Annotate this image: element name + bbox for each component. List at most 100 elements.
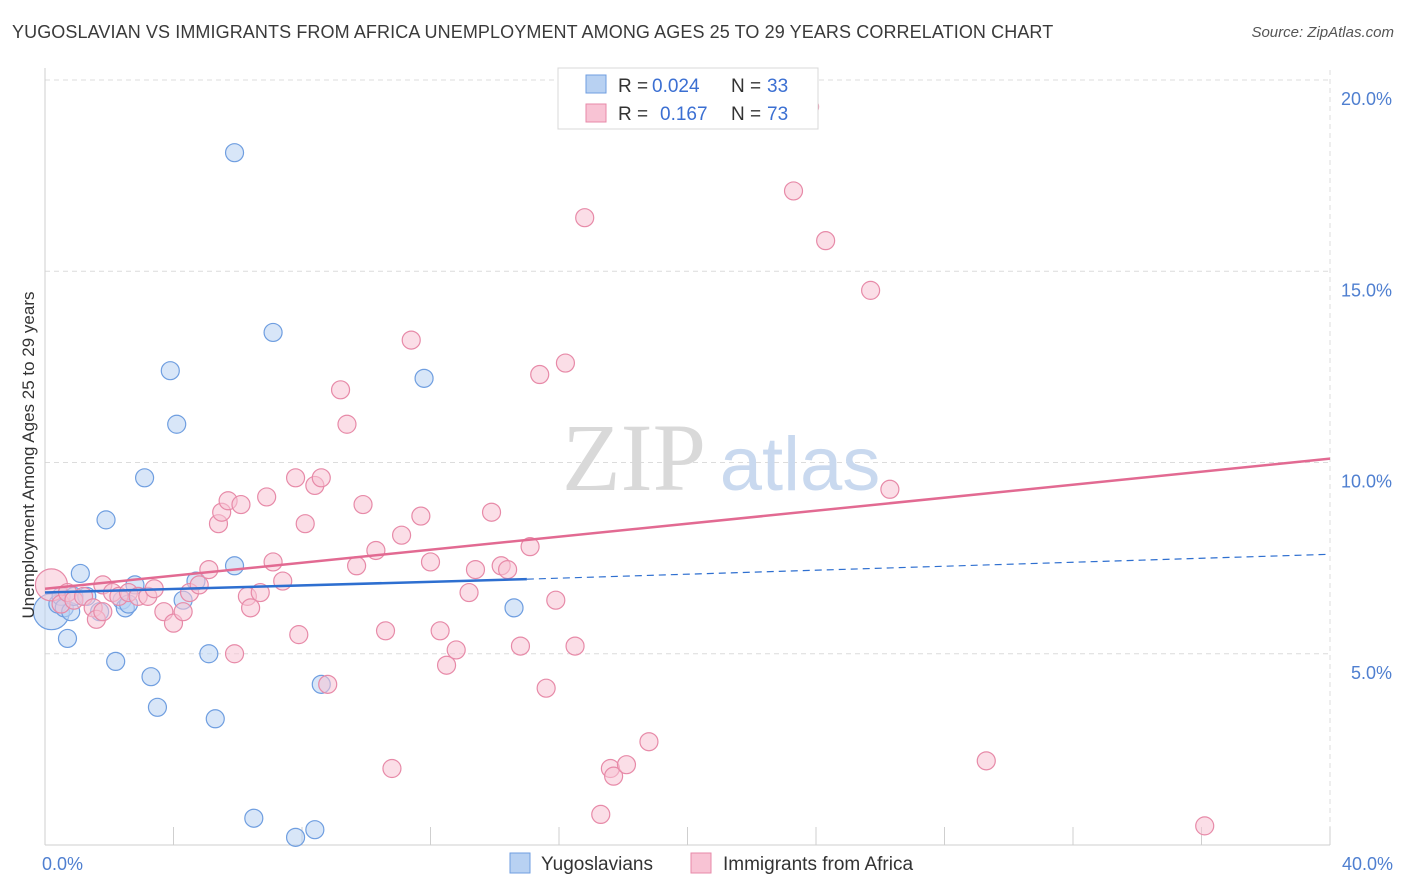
series-yugoslavians-points bbox=[32, 143, 524, 847]
yugoslavians-point-10 bbox=[96, 510, 116, 530]
yugoslavians-point-25 bbox=[224, 143, 245, 163]
africa-point-57 bbox=[510, 636, 531, 656]
trend-lines bbox=[44, 457, 1331, 594]
bottom-legend-swatch-yugoslavians bbox=[509, 852, 531, 874]
y-tick-label-2: 15.0% bbox=[1341, 280, 1392, 300]
africa-point-48 bbox=[420, 552, 441, 572]
legend-n-value-2: 73 bbox=[767, 104, 788, 125]
africa-point-76 bbox=[1195, 816, 1215, 836]
africa-point-50 bbox=[436, 655, 457, 675]
bottom-legend-label-africa: Immigrants from Africa bbox=[723, 854, 913, 875]
yugoslavians-point-27 bbox=[244, 808, 264, 828]
africa-point-38 bbox=[330, 380, 351, 400]
yugoslavians-point-29 bbox=[285, 827, 306, 847]
africa-point-34 bbox=[295, 514, 315, 534]
africa-point-53 bbox=[465, 559, 486, 580]
yugoslavians-point-18 bbox=[147, 697, 168, 717]
legend-swatch-africa bbox=[585, 103, 607, 123]
x-tick-labels: 0.0% 40.0% bbox=[42, 854, 1393, 874]
legend-r-label-1: R = bbox=[618, 76, 648, 97]
africa-point-75 bbox=[976, 751, 996, 771]
africa-point-39 bbox=[337, 414, 357, 434]
axes bbox=[44, 68, 1331, 846]
africa-point-29 bbox=[257, 487, 277, 507]
africa-point-59 bbox=[530, 364, 550, 385]
legend-n-value-1: 33 bbox=[767, 76, 788, 97]
yugoslavians-point-30 bbox=[305, 820, 325, 840]
africa-point-45 bbox=[391, 525, 412, 545]
yugoslavians-point-11 bbox=[106, 651, 126, 672]
africa-point-74 bbox=[880, 479, 900, 499]
legend-swatch-yugoslavians bbox=[585, 74, 607, 94]
yugoslavians-point-17 bbox=[141, 667, 161, 687]
yugoslavians-point-6 bbox=[57, 628, 78, 649]
top-legend: R = 0.024 N = 33 R = 0.167 N = 73 bbox=[557, 67, 819, 130]
y-tick-label-0: 5.0% bbox=[1351, 663, 1392, 683]
africa-point-58 bbox=[520, 537, 540, 557]
africa-point-52 bbox=[459, 582, 479, 603]
africa-point-63 bbox=[565, 636, 585, 656]
africa-point-61 bbox=[546, 590, 566, 610]
watermark-atlas: atlas bbox=[720, 422, 881, 507]
africa-point-54 bbox=[481, 502, 502, 522]
africa-point-51 bbox=[446, 640, 466, 660]
trend-line-yugoslavians bbox=[44, 577, 527, 594]
africa-point-41 bbox=[353, 494, 373, 515]
bottom-legend-label-yugoslavians: Yugoslavians bbox=[541, 854, 653, 875]
africa-point-67 bbox=[604, 766, 624, 786]
yugoslavians-point-7 bbox=[70, 563, 90, 584]
watermark-zip: ZIP bbox=[562, 404, 706, 511]
africa-point-73 bbox=[861, 280, 881, 300]
yugoslavians-point-26 bbox=[224, 556, 245, 576]
y-tick-label-1: 10.0% bbox=[1341, 472, 1392, 492]
legend-n-label-2: N = bbox=[731, 104, 761, 125]
x-tick-label-0: 0.0% bbox=[42, 854, 83, 874]
yugoslavians-point-28 bbox=[263, 322, 283, 343]
africa-point-62 bbox=[555, 353, 576, 373]
chart-title: YUGOSLAVIAN VS IMMIGRANTS FROM AFRICA UN… bbox=[12, 22, 1054, 42]
y-tick-labels: 5.0% 10.0% 15.0% 20.0% bbox=[1341, 89, 1392, 683]
africa-point-68 bbox=[616, 755, 637, 775]
africa-point-65 bbox=[591, 804, 611, 825]
yugoslavians-point-24 bbox=[205, 709, 225, 729]
africa-point-17 bbox=[173, 602, 193, 622]
africa-point-72 bbox=[816, 231, 836, 251]
africa-point-49 bbox=[430, 621, 450, 641]
source-label: Source: ZipAtlas.com bbox=[1251, 24, 1394, 41]
africa-point-60 bbox=[536, 678, 556, 698]
yugoslavians-point-23 bbox=[199, 644, 219, 664]
yugoslavians-point-20 bbox=[167, 414, 187, 434]
africa-point-24 bbox=[224, 644, 245, 664]
africa-point-47 bbox=[411, 506, 431, 526]
y-axis-label: Unemployment Among Ages 25 to 29 years bbox=[19, 292, 38, 619]
trend-line-africa bbox=[44, 457, 1331, 590]
africa-point-25 bbox=[231, 494, 251, 515]
legend-r-value-1: 0.024 bbox=[652, 76, 700, 97]
trend-line-yugoslavians-projection bbox=[526, 553, 1331, 580]
bottom-legend-swatch-africa bbox=[690, 852, 712, 874]
africa-point-69 bbox=[639, 732, 659, 752]
yugoslavians-point-16 bbox=[134, 468, 155, 488]
africa-point-70 bbox=[783, 181, 804, 201]
series-africa-points bbox=[34, 97, 1215, 836]
yugoslavians-point-32 bbox=[414, 368, 434, 388]
x-tick-label-1: 40.0% bbox=[1342, 854, 1393, 874]
africa-point-27 bbox=[241, 598, 261, 618]
legend-r-value-2: 0.167 bbox=[660, 104, 708, 125]
africa-point-37 bbox=[318, 674, 338, 694]
legend-r-label-2: R = bbox=[618, 104, 648, 125]
africa-point-33 bbox=[289, 625, 309, 645]
africa-point-43 bbox=[375, 621, 396, 641]
africa-point-56 bbox=[498, 559, 518, 580]
yugoslavians-point-19 bbox=[160, 361, 180, 381]
africa-point-44 bbox=[382, 758, 402, 779]
africa-point-36 bbox=[311, 468, 331, 488]
watermark: ZIP atlas bbox=[562, 404, 880, 511]
africa-point-30 bbox=[263, 552, 283, 572]
africa-point-46 bbox=[401, 330, 421, 350]
africa-point-32 bbox=[285, 468, 306, 488]
bottom-legend: Yugoslavians Immigrants from Africa bbox=[509, 852, 913, 875]
africa-point-20 bbox=[199, 559, 219, 580]
y-tick-label-3: 20.0% bbox=[1341, 89, 1392, 109]
